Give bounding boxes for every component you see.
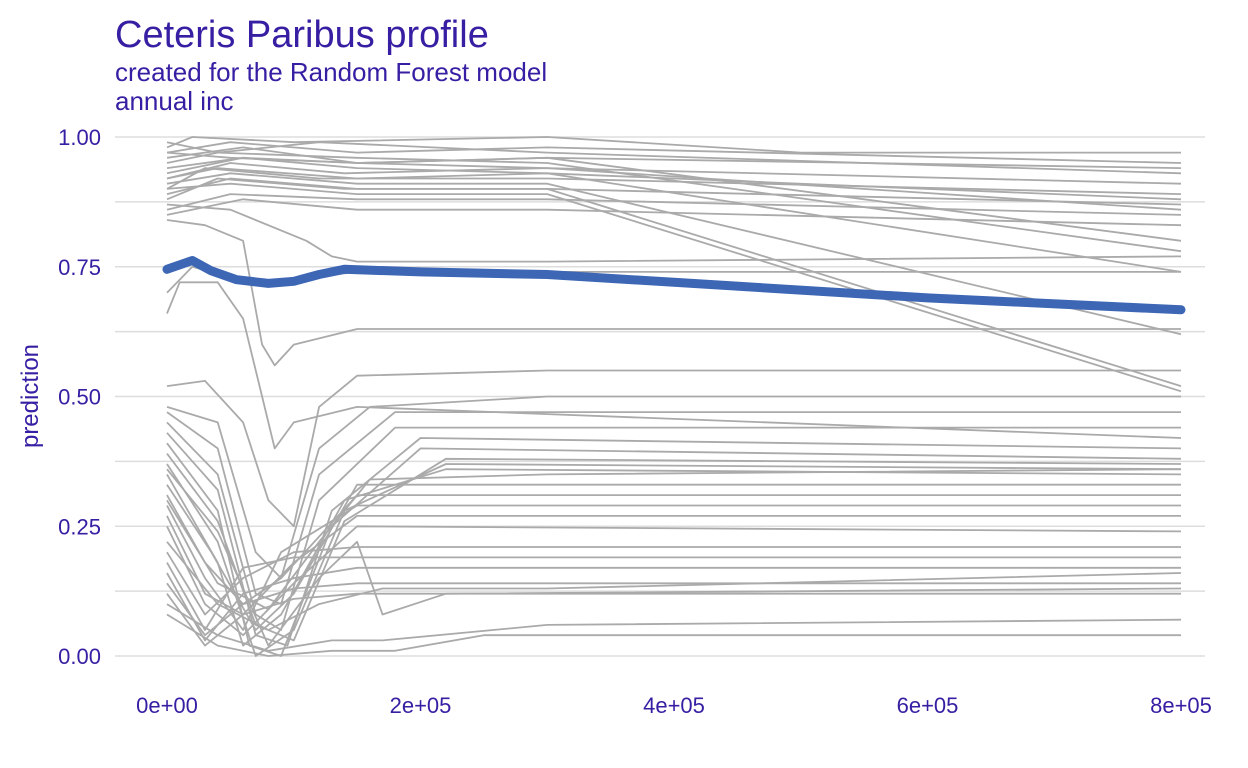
profile-line-18 <box>166 151 1182 211</box>
profile-line-27 <box>166 442 1182 657</box>
chart-subtitle: created for the Random Forest model annu… <box>115 58 547 116</box>
profile-line-31 <box>166 483 1181 631</box>
profile-line-15 <box>166 177 1182 387</box>
subtitle-line-variable: annual inc <box>115 86 234 116</box>
profile-line-1 <box>166 136 1181 154</box>
aggregate-profile-line <box>162 256 1186 315</box>
profile-line-9 <box>166 198 1182 227</box>
profile-line-11 <box>166 141 1182 253</box>
chart-title: Ceteris Paribus profile <box>115 14 489 56</box>
profile-line-17 <box>166 167 1182 201</box>
profile-line-44 <box>166 468 1182 647</box>
profile-line-43 <box>166 613 1181 657</box>
profile-line-14 <box>166 172 1182 336</box>
profile-line-37 <box>166 556 1181 631</box>
profile-line-23 <box>166 395 1181 579</box>
profile-line-36 <box>166 546 1181 616</box>
y-axis-label: prediction <box>17 344 44 448</box>
x-tick-label: 2e+05 <box>390 693 452 718</box>
subtitle-line-model: created for the Random Forest model <box>115 57 548 87</box>
profile-line-38 <box>166 566 1181 642</box>
profile-line-26 <box>166 432 1182 647</box>
profile-line-29 <box>166 463 1182 657</box>
profile-line-22 <box>166 369 1181 528</box>
profile-line-33 <box>166 504 1181 631</box>
profile-line-45 <box>166 468 1182 611</box>
profile-line-24 <box>166 411 1181 605</box>
profile-line-21 <box>166 281 1182 450</box>
y-tick-label: 0.50 <box>58 385 101 410</box>
aggregate-profile <box>162 256 1186 315</box>
profile-line-8 <box>166 193 1182 216</box>
profile-line-41 <box>166 541 1182 631</box>
y-tick-label: 1.00 <box>58 125 101 150</box>
profile-line-2 <box>166 141 1182 164</box>
x-tick-label: 8e+05 <box>1150 693 1212 718</box>
x-tick-label: 0e+00 <box>136 693 198 718</box>
profile-line-10 <box>166 203 1182 263</box>
profile-line-42 <box>166 603 1182 652</box>
x-tick-label: 4e+05 <box>643 693 705 718</box>
profile-line-13 <box>166 156 1182 273</box>
x-tick-label: 6e+05 <box>897 693 959 718</box>
profile-line-40 <box>166 592 1181 647</box>
profile-line-39 <box>166 582 1181 637</box>
y-tick-label: 0.25 <box>58 514 101 539</box>
profile-line-16 <box>166 182 1182 393</box>
y-tick-label: 0.00 <box>58 644 101 669</box>
y-tick-label: 0.75 <box>58 255 101 280</box>
profile-line-19 <box>166 219 1181 367</box>
y-axis-ticks: 0.00 0.25 0.50 0.75 1.00 <box>58 125 101 669</box>
profile-line-6 <box>166 167 1182 195</box>
profile-line-28 <box>166 453 1182 642</box>
x-axis-ticks: 0e+00 2e+05 4e+05 6e+05 8e+05 <box>136 693 1212 718</box>
